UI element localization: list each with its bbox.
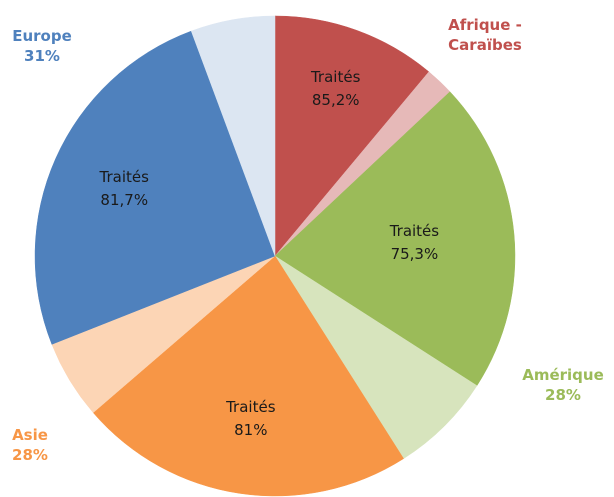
pie-slice bbox=[274, 91, 516, 387]
region-name: Asie bbox=[12, 426, 48, 444]
treated-label: Traités bbox=[310, 67, 361, 86]
treated-value-label: 75,3% bbox=[390, 245, 439, 264]
slice-label: Traités 85,2% bbox=[311, 66, 360, 112]
region-label: Europe 31% bbox=[2, 26, 82, 66]
pie-slice bbox=[92, 255, 404, 497]
pie-slice bbox=[190, 15, 276, 257]
treated-label: Traités bbox=[99, 167, 149, 186]
treated-value-label: 81,7% bbox=[100, 190, 149, 209]
region-label: Asie 28% bbox=[0, 425, 60, 465]
pie-slice bbox=[274, 255, 478, 459]
slice-label: Traités 81% bbox=[226, 396, 275, 442]
treated-value-label: 85,2% bbox=[311, 90, 360, 109]
pie-slice bbox=[274, 15, 430, 257]
region-share: 28% bbox=[545, 386, 581, 404]
region-label: Amérique 28% bbox=[513, 365, 613, 405]
treated-label: Traités bbox=[226, 398, 276, 417]
region-name: Afrique - Caraïbes bbox=[448, 16, 522, 54]
region-name: Europe bbox=[12, 27, 72, 45]
treated-value-label: 81% bbox=[234, 421, 268, 440]
region-share: 31% bbox=[24, 47, 60, 65]
treated-label: Traités bbox=[389, 222, 440, 241]
region-share: 28% bbox=[12, 446, 48, 464]
slice-label: Traités 75,3% bbox=[390, 220, 439, 266]
pie-slice bbox=[34, 30, 276, 345]
region-name: Amérique bbox=[522, 366, 604, 384]
region-label: Afrique - Caraïbes bbox=[440, 15, 530, 55]
slice-label: Traités 81,7% bbox=[100, 166, 149, 212]
